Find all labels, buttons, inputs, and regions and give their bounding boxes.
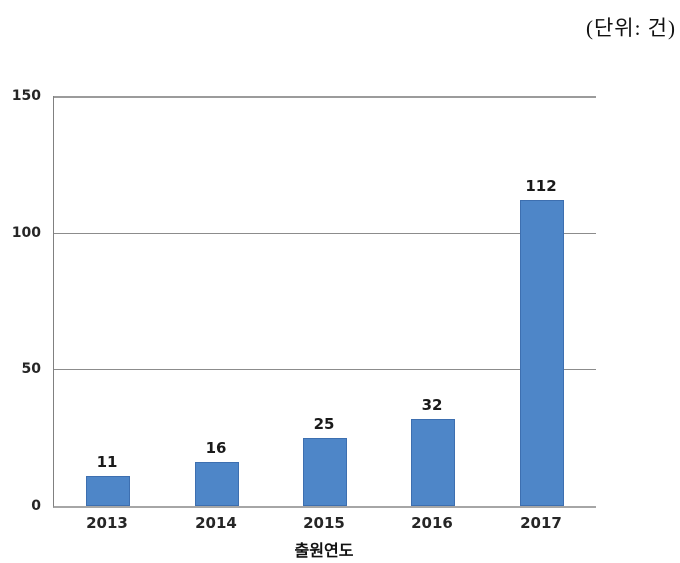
bar-value-label-2017: 112 [525,177,557,195]
x-tick-label-2013: 2013 [86,514,128,532]
bar-2014 [195,462,239,506]
unit-annotation: (단위: 건) [585,16,676,40]
bar-value-label-2013: 11 [96,453,118,471]
bar-2015 [303,438,347,506]
gridline-50 [54,369,596,370]
bar-2017 [520,200,564,506]
y-tick-label-0: 0 [31,498,41,514]
plot-area [53,96,596,508]
x-tick-label-2015: 2015 [303,514,345,532]
bar-2013 [86,476,130,506]
gridline-100 [54,233,596,234]
bar-value-label-2015: 25 [313,415,335,433]
bar-value-label-2014: 16 [205,439,227,457]
x-tick-label-2017: 2017 [520,514,562,532]
y-tick-label-150: 150 [11,88,41,104]
x-tick-label-2016: 2016 [411,514,453,532]
x-axis-title: 출원연도 [294,541,354,560]
y-tick-label-50: 50 [21,361,41,377]
y-tick-label-100: 100 [11,225,41,241]
gridline-150 [54,96,596,98]
x-tick-label-2014: 2014 [195,514,237,532]
bar-2016 [411,419,455,506]
bar-value-label-2016: 32 [421,396,443,414]
